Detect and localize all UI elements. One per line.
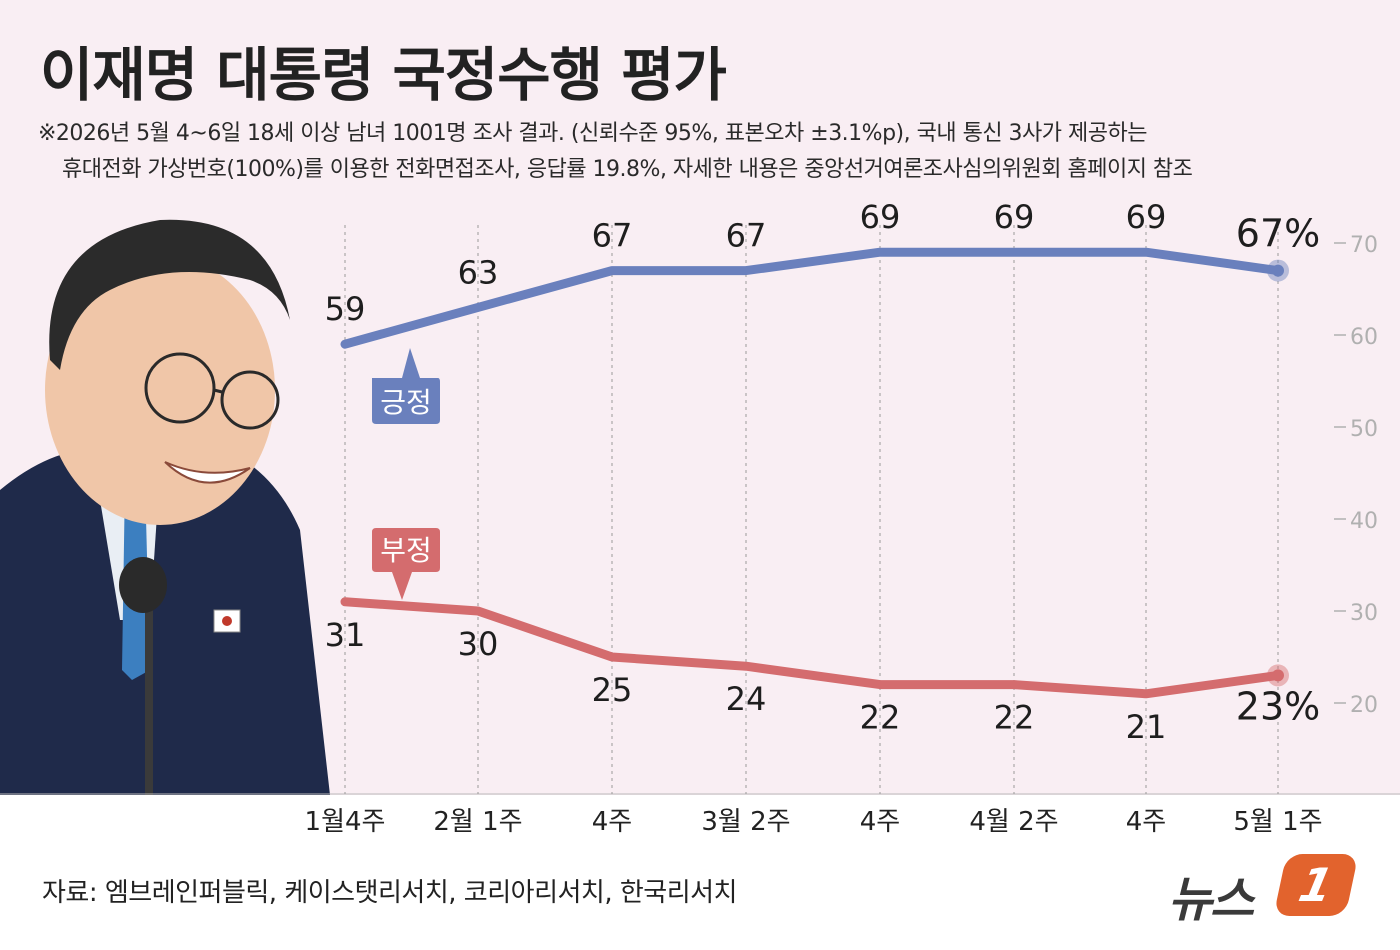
survey-note-line2: 휴대전화 가상번호(100%)를 이용한 전화면접조사, 응답률 19.8%, … — [62, 157, 1193, 182]
negative-data-label: 23% — [1236, 684, 1320, 728]
x-tick-label: 4월 2주 — [969, 807, 1058, 837]
negative-data-label: 31 — [325, 616, 366, 654]
x-tick-label: 4주 — [592, 807, 632, 837]
negative-data-label: 22 — [860, 699, 901, 737]
x-tick-label: 1월4주 — [305, 807, 386, 837]
logo-mark: 1 — [1273, 854, 1359, 916]
y-tick-label: 40 — [1350, 509, 1378, 534]
x-axis: 1월4주 2월 1주 4주 3월 2주 4주 4월 2주 4주 5월 1주 — [305, 807, 1323, 837]
positive-data-label: 67 — [592, 217, 633, 255]
news1-logo: 뉴스 1 — [1168, 850, 1368, 930]
negative-line — [340, 597, 1283, 699]
survey-note-line1: ※2026년 5월 4~6일 18세 이상 남녀 1001명 조사 결과. (신… — [38, 121, 1148, 146]
positive-data-label: 59 — [325, 290, 366, 328]
data-labels: 59 63 67 67 69 69 69 67% 31 30 25 24 22 22 21 23% — [325, 198, 1321, 746]
negative-callout — [372, 528, 440, 600]
positive-callout-label: 긍정 — [380, 386, 432, 419]
y-tick-label: 30 — [1350, 601, 1378, 626]
negative-endpoint-dot — [1272, 669, 1284, 682]
positive-data-label: 69 — [860, 198, 901, 236]
negative-data-label: 25 — [592, 671, 633, 709]
chart-bottom-band — [0, 795, 1400, 950]
positive-data-label: 69 — [994, 198, 1035, 236]
positive-endpoint-dot — [1272, 264, 1284, 277]
positive-callout — [372, 348, 440, 424]
negative-data-label: 30 — [458, 625, 499, 663]
page-title: 이재명 대통령 국정수행 평가 — [40, 41, 727, 109]
president-portrait — [0, 219, 330, 795]
y-tick-label: 70 — [1350, 233, 1378, 258]
positive-data-label: 67 — [726, 217, 767, 255]
y-axis: 70 60 50 40 30 20 — [1334, 233, 1378, 718]
positive-data-label: 63 — [458, 253, 499, 291]
source-credit: 자료: 엠브레인퍼블릭, 케이스탯리서치, 코리아리서치, 한국리서치 — [42, 878, 737, 908]
x-tick-label: 5월 1주 — [1233, 807, 1322, 837]
negative-data-label: 24 — [726, 680, 767, 718]
negative-callout-label: 부정 — [380, 534, 432, 567]
y-tick-label: 20 — [1350, 693, 1378, 718]
survey-note: ※2026년 5월 4~6일 18세 이상 남녀 1001명 조사 결과. (신… — [38, 116, 1358, 188]
x-tick-label: 3월 2주 — [701, 807, 790, 837]
x-tick-label: 4주 — [1126, 807, 1166, 837]
x-tick-label: 4주 — [860, 807, 900, 837]
positive-data-label: 67% — [1236, 212, 1320, 256]
positive-line — [340, 247, 1283, 349]
x-tick-label: 2월 1주 — [433, 807, 522, 837]
y-tick-label: 50 — [1350, 417, 1378, 442]
logo-mark-digit: 1 — [1294, 858, 1338, 912]
positive-data-label: 69 — [1126, 198, 1167, 236]
y-tick-label: 60 — [1350, 325, 1378, 350]
negative-data-label: 22 — [994, 699, 1035, 737]
negative-data-label: 21 — [1126, 708, 1167, 746]
logo-text: 뉴스 — [1168, 872, 1254, 928]
series-layer — [340, 247, 1289, 699]
